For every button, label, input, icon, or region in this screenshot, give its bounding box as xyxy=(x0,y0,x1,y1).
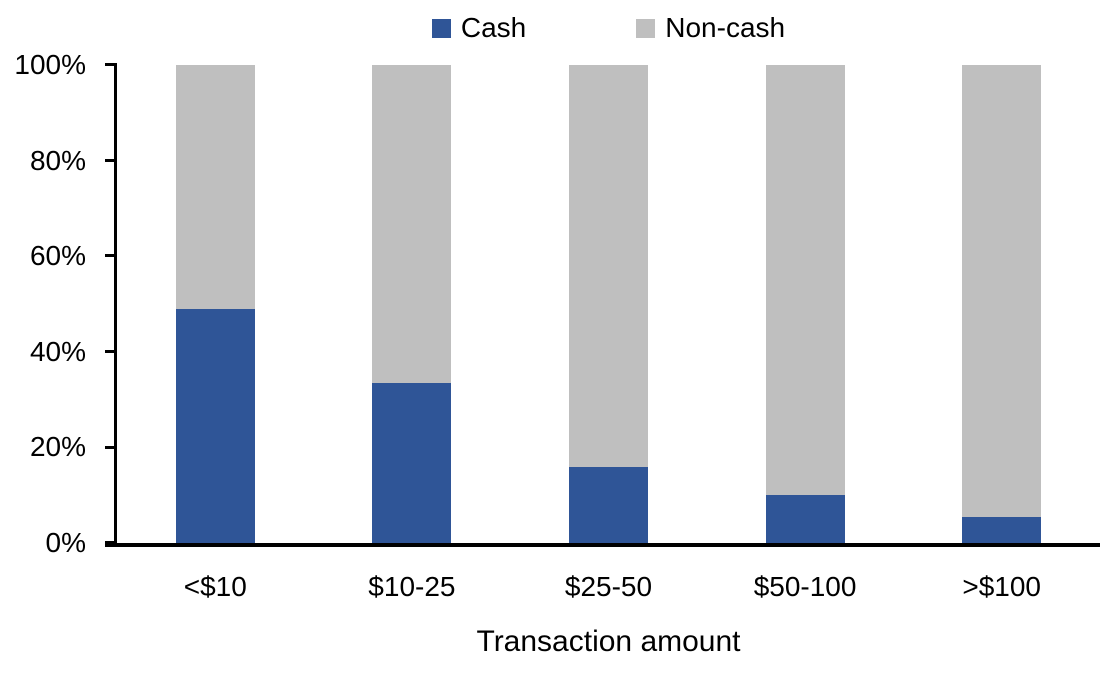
stacked-bar xyxy=(765,65,845,543)
y-tick-label-20: 20% xyxy=(29,431,86,462)
y-tick-label-0: 0% xyxy=(45,527,86,558)
y-tick-mark xyxy=(105,446,117,449)
stacked-bar xyxy=(962,65,1042,543)
y-tick-mark xyxy=(105,63,117,66)
x-axis-line xyxy=(105,543,1100,547)
stacked-bar xyxy=(568,65,648,543)
y-tick-label-80: 80% xyxy=(29,145,86,176)
stacked-bar xyxy=(175,65,255,543)
legend-item-cash: Cash xyxy=(431,12,527,44)
legend: Cash Non-cash xyxy=(117,12,1100,44)
bar-segment-non-cash xyxy=(568,65,648,467)
bar-segment-non-cash xyxy=(962,65,1042,517)
legend-swatch-noncash-icon xyxy=(636,18,656,38)
legend-label-noncash: Non-cash xyxy=(665,12,786,43)
stacked-bar xyxy=(372,65,452,543)
x-category-label: >$100 xyxy=(962,571,1041,602)
y-tick-label-40: 40% xyxy=(29,336,86,367)
x-category-label: $50-100 xyxy=(753,571,857,602)
legend-label-cash: Cash xyxy=(460,12,527,43)
y-tick-label-100: 100% xyxy=(14,49,86,80)
y-tick-mark xyxy=(105,350,117,353)
x-category-label: $25-50 xyxy=(564,571,653,602)
y-tick-mark xyxy=(105,254,117,257)
bar-segment-non-cash xyxy=(765,65,845,496)
bar-segment-cash xyxy=(765,495,845,543)
y-axis-line xyxy=(114,65,117,543)
bar-slot xyxy=(903,65,1100,543)
x-category-labels-row: <$10 $10-25 $25-50 $50-100 >$100 xyxy=(117,570,1100,604)
legend-swatch-cash-icon xyxy=(431,18,451,38)
bar-segment-cash xyxy=(962,516,1042,543)
x-axis-title: Transaction amount xyxy=(476,625,741,658)
bar-segment-cash xyxy=(568,466,648,543)
bar-segment-cash xyxy=(372,382,452,543)
legend-item-noncash: Non-cash xyxy=(636,12,785,44)
bar-slot xyxy=(510,65,707,543)
bar-slot xyxy=(707,65,904,543)
y-tick-label-60: 60% xyxy=(29,240,86,271)
bar-segment-cash xyxy=(175,308,255,543)
x-category-label: <$10 xyxy=(183,571,247,602)
x-category-label: $10-25 xyxy=(368,571,456,602)
bar-slot xyxy=(117,65,314,543)
bar-segment-non-cash xyxy=(372,65,452,383)
plot-area xyxy=(117,65,1100,543)
y-tick-mark xyxy=(105,159,117,162)
bar-segment-non-cash xyxy=(175,65,255,309)
y-tick-mark xyxy=(105,541,117,544)
bar-slot xyxy=(314,65,511,543)
